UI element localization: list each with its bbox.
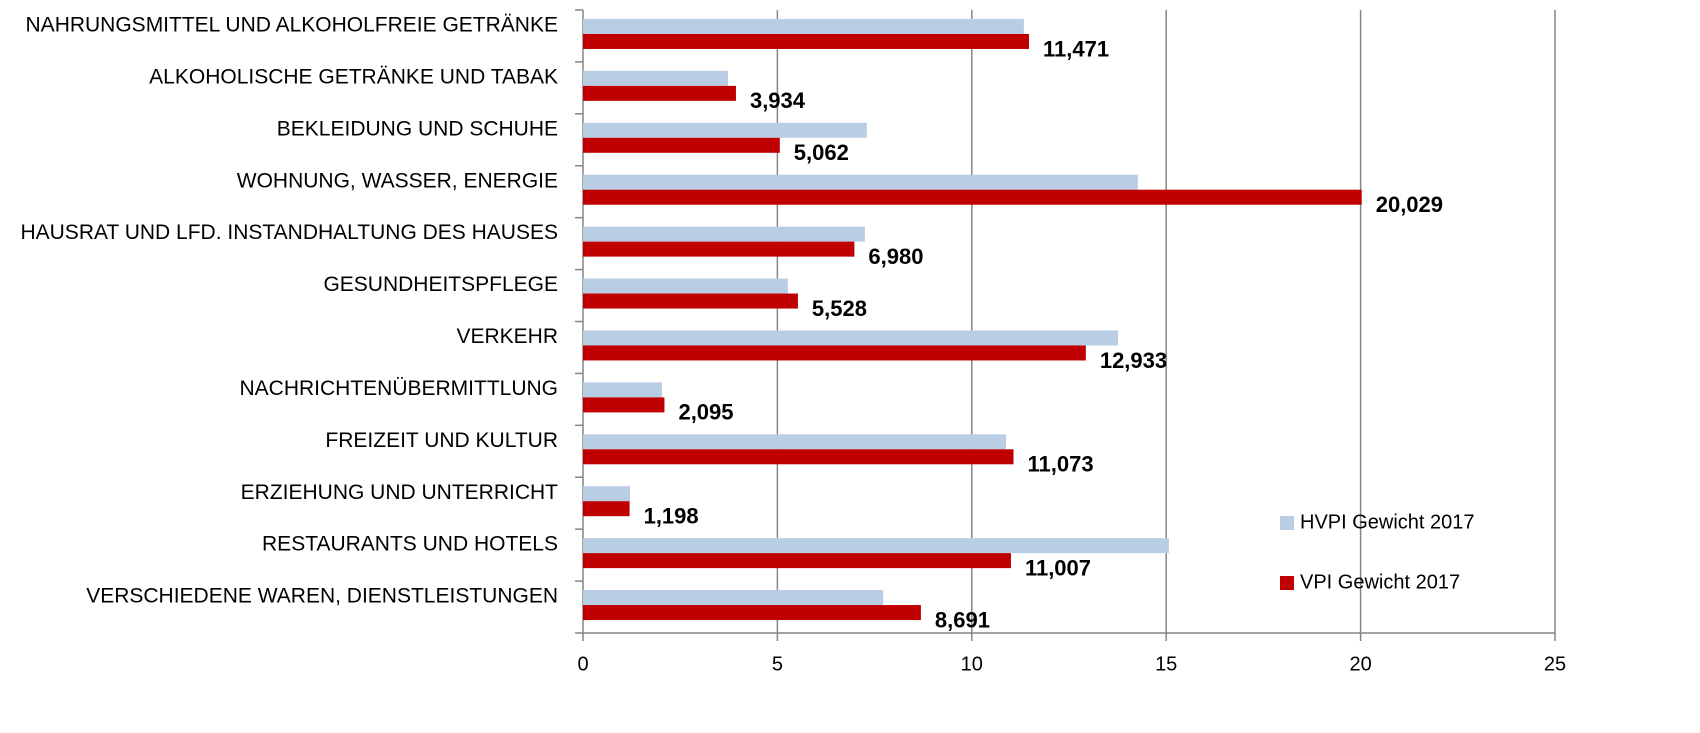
bar: [583, 293, 798, 309]
bar: [583, 538, 1169, 554]
y-tick-label: RESTAURANTS UND HOTELS: [262, 533, 558, 556]
bar: [583, 241, 855, 257]
y-tick-label: VERSCHIEDENE WAREN, DIENSTLEISTUNGEN: [86, 585, 558, 608]
data-label: 5,062: [794, 140, 849, 165]
legend-swatch: [1280, 516, 1294, 530]
y-tick-label: HAUSRAT UND LFD. INSTANDHALTUNG DES HAUS…: [20, 221, 558, 244]
data-label: 6,980: [868, 244, 923, 269]
bar: [583, 18, 1024, 34]
x-tick-label: 10: [961, 653, 983, 675]
bar: [583, 590, 884, 606]
y-tick-label: GESUNDHEITSPFLEGE: [323, 273, 558, 296]
x-tick-label: 20: [1349, 653, 1371, 675]
data-label: 11,007: [1025, 555, 1091, 580]
y-tick-label: BEKLEIDUNG UND SCHUHE: [277, 117, 558, 140]
bar: [583, 122, 867, 138]
y-tick-label: NAHRUNGSMITTEL UND ALKOHOLFREIE GETRÄNKE: [26, 14, 558, 37]
data-label: 20,029: [1376, 192, 1443, 217]
bar: [583, 278, 788, 294]
bar: [583, 85, 736, 101]
y-tick-label: FREIZEIT UND KULTUR: [325, 429, 558, 452]
bar: [583, 605, 921, 621]
data-label: 8,691: [935, 607, 990, 632]
bar: [583, 345, 1086, 361]
bar: [583, 137, 780, 153]
bar: [583, 449, 1014, 465]
bar: [583, 397, 665, 413]
y-tick-label: NACHRICHTENÜBERMITTLUNG: [239, 377, 558, 400]
data-label: 11,471: [1043, 36, 1109, 61]
bar: [583, 70, 729, 86]
bar: [583, 486, 631, 502]
legend-label: VPI Gewicht 2017: [1300, 571, 1460, 593]
x-tick-label: 0: [577, 653, 588, 675]
bar: [583, 553, 1011, 569]
bar: [583, 226, 865, 242]
bar: [583, 434, 1007, 450]
legend-swatch: [1280, 576, 1294, 590]
data-label: 2,095: [678, 400, 733, 425]
data-label: 12,933: [1100, 348, 1167, 373]
bar: [583, 33, 1029, 49]
bar: [583, 330, 1118, 346]
bar: [583, 501, 630, 517]
y-tick-label: ALKOHOLISCHE GETRÄNKE UND TABAK: [149, 65, 558, 88]
x-tick-label: 5: [772, 653, 783, 675]
data-label: 1,198: [644, 504, 699, 529]
legend-label: HVPI Gewicht 2017: [1300, 511, 1475, 533]
bar: [583, 189, 1362, 205]
x-tick-label: 15: [1155, 653, 1177, 675]
bar: [583, 382, 662, 398]
y-tick-label: ERZIEHUNG UND UNTERRICHT: [241, 481, 559, 504]
y-tick-label: WOHNUNG, WASSER, ENERGIE: [237, 169, 558, 192]
bar: [583, 174, 1138, 190]
y-tick-label: VERKEHR: [456, 325, 558, 348]
data-label: 11,073: [1028, 452, 1094, 477]
x-tick-label: 25: [1544, 653, 1566, 675]
data-label: 3,934: [750, 88, 806, 113]
data-label: 5,528: [812, 296, 867, 321]
